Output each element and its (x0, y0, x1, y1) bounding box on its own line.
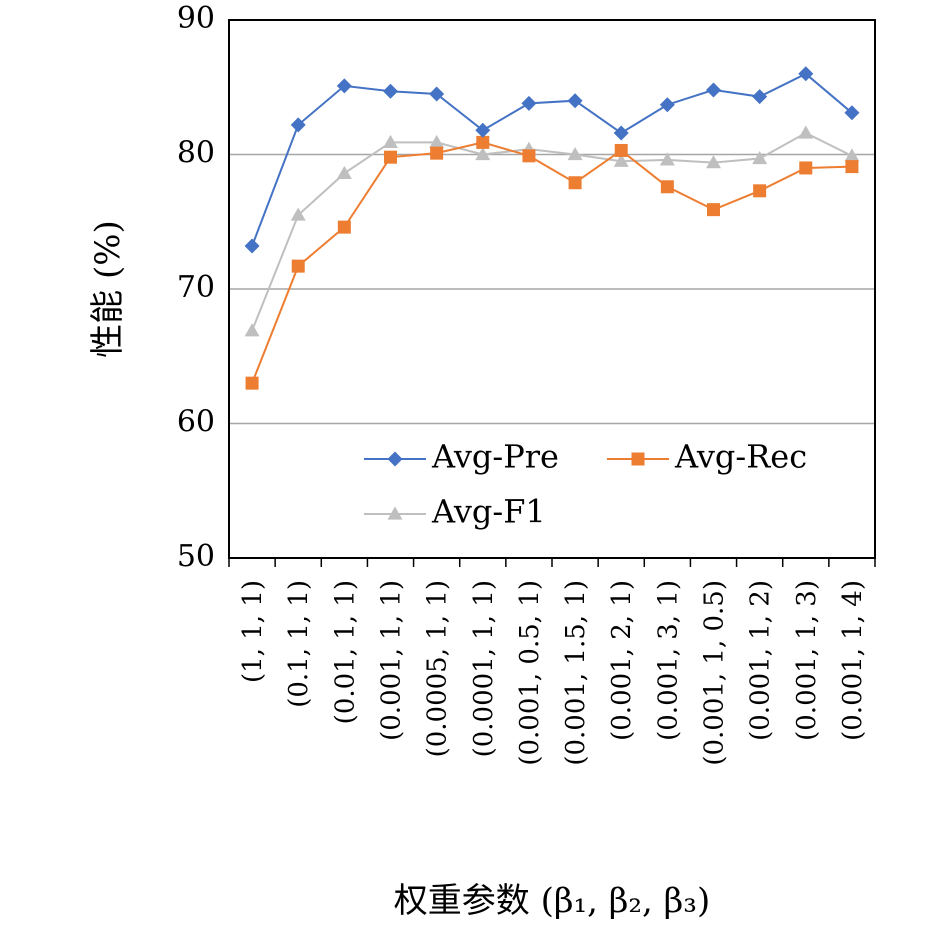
y-tick-label-60: 60 (177, 405, 215, 440)
data-point-avg-pre (752, 89, 768, 105)
x-tick-label: (0.001, 1, 3) (792, 580, 822, 741)
legend-label-avg-pre: Avg-Pre (431, 438, 559, 476)
x-tick-label: (0.0005, 1, 1) (423, 580, 453, 757)
data-point-avg-f1 (475, 147, 491, 161)
y-tick-label-70: 70 (177, 270, 215, 305)
data-point-avg-pre (475, 122, 491, 138)
data-point-avg-rec (337, 220, 351, 234)
x-tick-label: (0.1, 1, 1) (284, 580, 314, 708)
y-tick-label-80: 80 (177, 136, 215, 171)
data-point-avg-pre (798, 66, 814, 82)
x-tick-label: (0.001, 1, 1) (377, 580, 407, 741)
series-line-avg-rec (251, 141, 852, 384)
data-point-avg-rec (753, 184, 767, 198)
legend-label-avg-rec: Avg-Rec (674, 438, 807, 476)
data-point-avg-rec (707, 203, 720, 217)
legend-marker-avg-rec (631, 452, 645, 466)
data-point-avg-rec (522, 149, 536, 163)
data-point-avg-f1 (290, 207, 306, 221)
legend-item-avg-pre: Avg-Pre (364, 438, 559, 476)
data-point-avg-pre (706, 82, 721, 98)
data-point-avg-rec (291, 259, 305, 273)
legend-label-avg-f1: Avg-F1 (431, 493, 546, 531)
x-tick-label: (0.0001, 1, 1) (469, 580, 499, 757)
data-point-avg-f1 (798, 125, 814, 139)
y-tick-label-90: 90 (177, 1, 215, 36)
data-point-avg-f1 (659, 152, 675, 166)
data-point-avg-rec (845, 160, 859, 174)
legend-item-avg-f1: Avg-F1 (364, 493, 546, 531)
data-point-avg-rec (799, 161, 813, 175)
data-point-avg-pre (659, 97, 675, 113)
series-avg-pre (244, 66, 860, 254)
x-tick-label: (0.001, 1, 0.5) (700, 580, 730, 766)
x-axis-ticks (228, 558, 876, 567)
series-avg-rec (245, 135, 859, 390)
data-point-avg-pre (336, 78, 352, 94)
data-point-avg-pre (521, 95, 537, 111)
data-point-avg-rec (660, 180, 674, 194)
data-point-avg-f1 (336, 165, 352, 179)
x-tick-label: (0.001, 1, 2) (746, 580, 776, 741)
data-point-avg-rec (614, 143, 628, 157)
gridlines (229, 153, 875, 425)
data-point-avg-f1 (844, 148, 860, 162)
x-tick-labels: (1, 1, 1) (0.1, 1, 1) (0.01, 1, 1) (0.001, … (238, 580, 868, 766)
x-tick-label: (0.001, 1.5, 1) (561, 580, 591, 766)
legend-marker-avg-pre (387, 451, 403, 467)
data-point-avg-rec (568, 176, 582, 190)
data-point-avg-rec (476, 135, 490, 149)
data-point-avg-pre (613, 125, 629, 141)
y-tick-label-50: 50 (177, 539, 215, 574)
data-point-avg-pre (844, 105, 860, 121)
data-point-avg-f1 (429, 134, 445, 149)
data-point-avg-f1 (706, 155, 721, 169)
legend-item-avg-rec: Avg-Rec (607, 438, 807, 476)
data-point-avg-pre (383, 83, 398, 99)
x-tick-label: (0.001, 3, 1) (653, 580, 683, 741)
legend-marker-avg-f1 (387, 506, 403, 520)
y-tick-labels: 50 60 70 80 90 (177, 1, 215, 574)
data-point-avg-f1 (752, 151, 768, 165)
series-line-avg-f1 (251, 131, 853, 332)
data-point-avg-pre (244, 238, 260, 254)
series-avg-f1 (244, 125, 860, 337)
data-point-avg-f1 (244, 323, 260, 337)
data-point-avg-f1 (613, 153, 629, 167)
data-point-avg-pre (567, 93, 583, 109)
series-group (244, 66, 860, 390)
x-axis-title: 权重参数 (β₁, β₂, β₃) (394, 881, 710, 921)
data-point-avg-pre (290, 117, 306, 133)
y-axis-title: 性能 (%) (88, 220, 128, 358)
data-point-avg-f1 (383, 134, 398, 149)
x-tick-label: (0.01, 1, 1) (330, 580, 360, 724)
x-tick-label: (0.001, 0.5, 1) (515, 580, 545, 766)
x-tick-label: (1, 1, 1) (238, 580, 268, 683)
data-point-avg-pre (429, 86, 445, 102)
legend: Avg-Pre Avg-Rec Avg-F1 (364, 438, 807, 531)
data-point-avg-rec (384, 150, 397, 164)
x-tick-label: (0.001, 1, 4) (838, 580, 868, 741)
data-point-avg-f1 (567, 147, 583, 161)
data-point-avg-rec (245, 376, 259, 390)
x-tick-label: (0.001, 2, 1) (607, 580, 637, 741)
series-line-avg-pre (251, 72, 853, 247)
data-point-avg-rec (430, 146, 444, 160)
